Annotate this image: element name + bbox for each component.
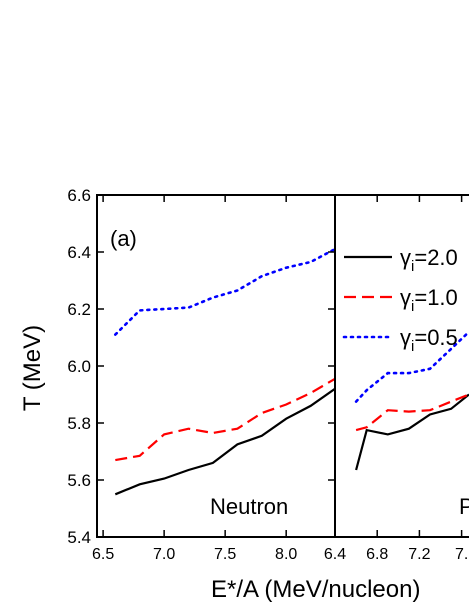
panel-b: 6.4 6.8 7.2 7. P γi=2.0 γi=1.0 γi=0.5 — [324, 194, 469, 563]
panel-a-y-tick-label: 6.0 — [67, 357, 91, 376]
panel-a-series-line-0 — [114, 387, 335, 496]
panel-a-ticks: 6.5 7.0 7.5 8.0 5.4 5.6 5.8 6.0 6.2 6.4 6.6 — [67, 186, 335, 563]
panel-a-series-line-1 — [115, 377, 335, 462]
panel-a-y-tick-label: 6.4 — [67, 243, 91, 262]
legend-label-2: γi=0.5 — [400, 325, 458, 355]
panel-b-ticks: 6.4 6.8 7.2 7. — [324, 195, 468, 563]
panel-a-series — [114, 247, 335, 496]
panel-a-x-tick-label: 7.0 — [153, 546, 175, 563]
panel-a-label: (a) — [110, 226, 137, 251]
legend: γi=2.0 γi=1.0 γi=0.5 — [342, 245, 458, 355]
panel-a-series-line-2 — [114, 247, 335, 336]
panel-b-annotation: P — [459, 494, 469, 519]
y-axis-label: T (MeV) — [19, 325, 46, 411]
panel-a-x-tick-label: 6.5 — [92, 546, 114, 563]
panel-b-series-line-2 — [354, 330, 469, 403]
panel-a: 6.5 7.0 7.5 8.0 5.4 5.6 5.8 6.0 6.2 6.4 6.6 (a) Ne… — [19, 186, 336, 563]
panel-b-series-line-0 — [355, 393, 469, 471]
panel-a-y-tick-label: 6.2 — [67, 300, 91, 319]
panel-a-y-tick-label: 5.6 — [67, 471, 91, 490]
panel-a-y-tick-label: 5.8 — [67, 414, 91, 433]
panel-a-x-tick-label: 8.0 — [275, 546, 297, 563]
panel-a-y-tick-label: 6.6 — [67, 186, 91, 205]
panel-b-x-tick-label: 7. — [455, 546, 468, 563]
panel-b-series-line-1 — [355, 393, 469, 432]
panel-a-annotation: Neutron — [210, 494, 288, 519]
panel-b-x-tick-label: 6.4 — [324, 546, 346, 563]
panel-b-x-tick-label: 7.2 — [408, 546, 430, 563]
panel-b-series — [354, 330, 469, 471]
panel-a-y-tick-label: 5.4 — [67, 528, 91, 547]
x-axis-label: E*/A (MeV/nucleon) — [211, 576, 420, 603]
panel-a-x-tick-label: 7.5 — [214, 546, 236, 563]
legend-label-1: γi=1.0 — [400, 285, 458, 315]
legend-label-0: γi=2.0 — [400, 245, 458, 275]
panel-b-x-tick-label: 6.8 — [366, 546, 388, 563]
